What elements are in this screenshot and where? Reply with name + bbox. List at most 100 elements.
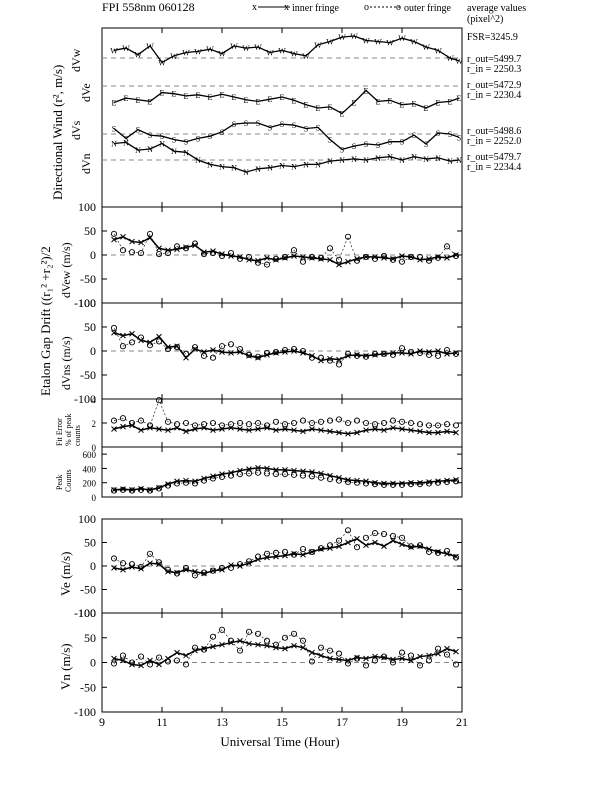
point-dVw: W <box>194 47 202 56</box>
fit_error-outer-point <box>137 417 145 424</box>
peak_counts-frame <box>101 446 463 498</box>
dvns-inner-point <box>210 347 216 353</box>
point-dVn: N <box>171 147 177 156</box>
point-dVs: S <box>376 141 380 150</box>
point-dVn: N <box>207 160 213 169</box>
peak_counts-outer-point <box>416 481 424 488</box>
ve-inner-point <box>363 542 369 549</box>
fit_error-outer-point <box>389 417 397 424</box>
vn-inner-point <box>246 640 252 647</box>
dvns-inner-point <box>354 351 360 358</box>
dvew-outer-point <box>308 253 316 260</box>
point-dVs: S <box>304 125 308 134</box>
point-dVs: S <box>328 136 332 145</box>
y-tick-label: 2 <box>92 419 97 429</box>
x-tick-label: 13 <box>216 715 228 729</box>
y-tick-label: -100 <box>74 392 96 406</box>
point-dVw: W <box>446 54 454 63</box>
y-tick-label: 0 <box>92 443 97 453</box>
peak_counts-inner-point <box>210 473 216 480</box>
dvew-outer-point <box>218 252 226 260</box>
vn-outer-point <box>227 637 235 644</box>
peak_counts-inner-point <box>291 467 297 474</box>
fit_error-outer-point <box>416 421 424 428</box>
fit_error-outer-point <box>209 419 217 427</box>
vn-inner-point <box>282 645 288 652</box>
point-dVe: E <box>220 90 225 99</box>
dvns-outer-point <box>209 354 217 361</box>
peak_counts-outer-point <box>335 477 343 484</box>
ve-outer-point <box>452 554 460 561</box>
ve-outer-point <box>443 547 451 555</box>
peak_counts-outer-point <box>425 480 433 487</box>
dvns-outer-point <box>317 354 325 361</box>
peak_counts-outer-point <box>434 479 442 486</box>
dvns-outer-point <box>281 346 289 354</box>
point-dVn: N <box>195 156 201 165</box>
fit_error-inner-point <box>210 427 216 434</box>
peak_counts-outer-point <box>254 469 262 476</box>
ve-inner-point <box>156 561 162 567</box>
vn-outer-point <box>443 651 451 658</box>
ve-inner-point <box>120 566 126 573</box>
ve-outer-point <box>209 567 217 574</box>
dvew-outer-point <box>227 250 235 257</box>
dvew-outer-point <box>236 255 244 262</box>
ve-outer-point <box>218 564 226 571</box>
fit_error-inner-point <box>165 427 171 434</box>
point-dVn: N <box>411 153 417 162</box>
series-dVw <box>113 35 460 64</box>
point-dVs: S <box>436 129 440 138</box>
dvew-outer-point <box>362 253 370 260</box>
ve-outer-point <box>263 550 271 557</box>
point-dVw: W <box>314 41 322 50</box>
vn-outer-point <box>164 658 172 665</box>
peak_counts-outer-point <box>191 480 199 487</box>
dvns-outer-point <box>398 345 406 352</box>
point-dVe: E <box>256 97 261 106</box>
point-dVn: N <box>399 156 405 165</box>
point-dVe: E <box>457 94 462 103</box>
vn-outer-point <box>407 652 415 659</box>
vn-inner-point <box>111 655 117 662</box>
point-dVn: N <box>279 162 285 171</box>
dvns-inner-point <box>192 346 198 352</box>
dvew-inner-point <box>327 256 333 263</box>
fit_error-inner-point <box>156 426 162 432</box>
dvns-inner-point <box>273 350 279 356</box>
vn-outer-point <box>416 662 424 669</box>
point-dVe: E <box>136 96 141 105</box>
dvns-outer-point <box>299 347 307 355</box>
dvn-label: dVn <box>79 153 93 174</box>
ve-outer-point <box>362 534 370 541</box>
ve-outer-point <box>335 537 343 544</box>
peak_counts-outer-point <box>218 473 226 481</box>
point-dVe: E <box>244 96 249 105</box>
y-tick-label: 0 <box>90 344 96 358</box>
point-dVw: W <box>218 50 226 59</box>
peak-counts-label-1: Peak <box>55 474 64 490</box>
dvns-outer-line <box>113 327 457 365</box>
point-dVw: W <box>455 57 463 66</box>
fit_error-outer-point <box>362 419 370 427</box>
point-dVn: N <box>111 140 117 149</box>
point-dVn: N <box>351 155 357 164</box>
peak_counts-outer-point <box>398 481 406 488</box>
vn-outer-point <box>146 661 154 668</box>
legend-inner-marker: x <box>252 2 257 13</box>
dvns-inner-point <box>435 348 441 354</box>
ve-outer-point <box>398 534 406 541</box>
ve-outer-point <box>128 561 136 568</box>
peak_counts-outer-point <box>326 476 334 483</box>
dvns-outer-point <box>191 344 199 351</box>
dvns-outer-point <box>218 343 226 350</box>
y-tick-label: 50 <box>84 536 96 550</box>
fit_error-outer-point <box>353 417 361 424</box>
y-tick-label: 0 <box>90 656 96 670</box>
vn-outer-point <box>299 637 307 644</box>
vn-outer-point <box>236 647 244 654</box>
vn-outer-point <box>353 655 361 662</box>
ve-outer-point <box>407 543 415 550</box>
